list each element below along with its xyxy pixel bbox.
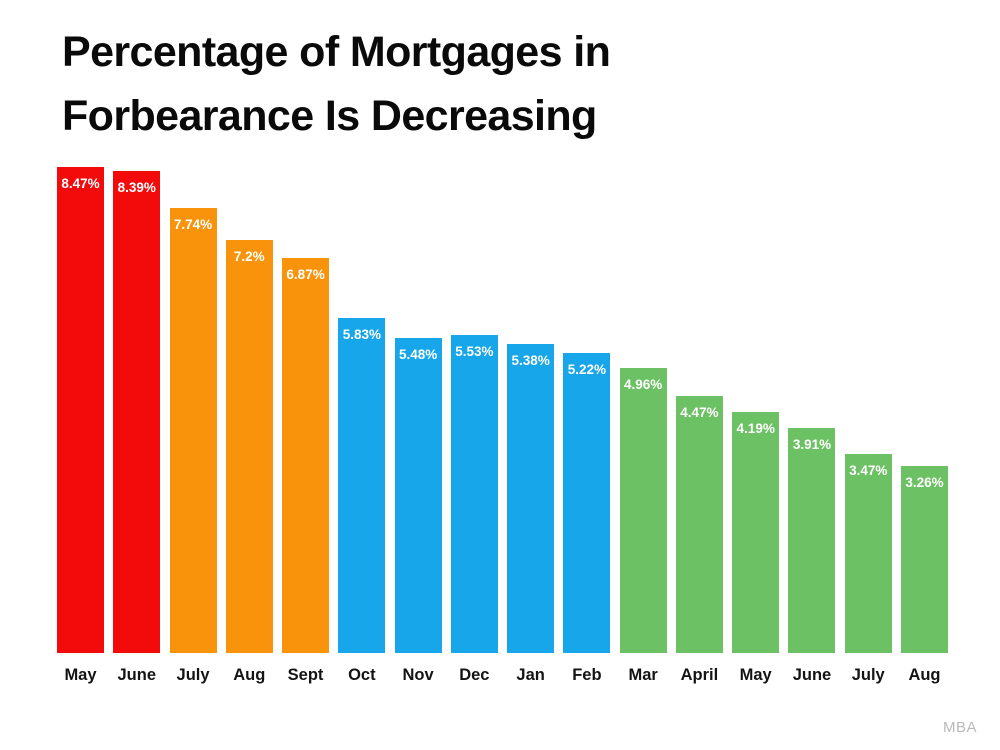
bar-column-15: 3.47% July (844, 166, 892, 684)
bar-oct-6: 5.83% (338, 318, 386, 653)
bar-column-14: 3.91% June (788, 166, 836, 684)
bar-sept-5: 6.87% (282, 258, 330, 653)
bar-may-13: 4.19% (732, 412, 780, 653)
bar-value-label: 5.38% (511, 353, 550, 368)
x-axis-label: July (176, 666, 210, 684)
bar-column-4: 7.2% Aug (225, 166, 273, 684)
bar-value-label: 8.39% (117, 180, 156, 195)
bar-value-label: 5.83% (342, 327, 381, 342)
bar-value-label: 8.47% (61, 176, 100, 191)
bar-value-label: 4.19% (736, 421, 775, 436)
bar-column-3: 7.74% July (169, 166, 217, 684)
chart-title: Percentage of Mortgages in Forbearance I… (62, 20, 611, 148)
bar-april-12: 4.47% (675, 396, 723, 653)
bar-column-11: 4.96% Mar (619, 166, 667, 684)
x-axis-label: Feb (572, 666, 602, 684)
bar-june-2: 8.39% (113, 171, 161, 653)
bar-feb-10: 5.22% (563, 353, 611, 653)
x-axis-label: Sept (287, 666, 324, 684)
bar-column-10: 5.22% Feb (563, 166, 611, 684)
bar-july-15: 3.47% (844, 454, 892, 653)
chart-title-line-1: Percentage of Mortgages in (62, 28, 611, 76)
x-axis-label: Aug (908, 666, 941, 684)
bar-dec-8: 5.53% (450, 335, 498, 653)
bar-jan-9: 5.38% (507, 344, 555, 653)
bar-value-label: 7.74% (173, 217, 213, 232)
bar-june-14: 3.91% (788, 428, 836, 653)
bar-july-3: 7.74% (169, 208, 217, 653)
bar-chart: 8.47% May 8.39% June 7.74% July 7.2% Aug 6.87% Se… (57, 166, 948, 684)
bar-value-label: 5.22% (567, 362, 607, 377)
bar-column-1: 8.47% May (57, 166, 104, 684)
bar-column-9: 5.38% Jan (507, 166, 555, 684)
bar-value-label: 4.47% (680, 405, 719, 420)
bar-column-7: 5.48% Nov (394, 166, 442, 684)
bar-column-16: 3.26% Aug (900, 166, 948, 684)
x-axis-label: Jan (516, 666, 545, 684)
x-axis-label: May (739, 666, 772, 684)
bar-value-label: 3.47% (849, 463, 888, 478)
x-axis-label: Dec (459, 666, 490, 684)
x-axis-label: May (64, 666, 97, 684)
x-axis-label: Oct (348, 666, 376, 684)
x-axis-label: Aug (233, 666, 266, 684)
x-axis-label: Nov (402, 666, 434, 684)
bar-nov-7: 5.48% (394, 338, 442, 653)
bar-aug-16: 3.26% (900, 466, 948, 653)
x-axis-label: June (792, 666, 832, 684)
bar-value-label: 7.2% (233, 249, 265, 264)
source-attribution: MBA (942, 719, 977, 736)
bar-column-5: 6.87% Sept (282, 166, 330, 684)
bar-value-label: 5.48% (398, 347, 438, 362)
bar-column-12: 4.47% April (675, 166, 723, 684)
bar-aug-4: 7.2% (225, 240, 273, 653)
bar-column-13: 4.19% May (732, 166, 780, 684)
bar-column-2: 8.39% June (113, 166, 161, 684)
bar-value-label: 4.96% (624, 377, 663, 392)
bar-value-label: 6.87% (286, 267, 325, 282)
bar-value-label: 3.26% (905, 475, 944, 490)
x-axis-label: June (117, 666, 157, 684)
bar-column-6: 5.83% Oct (338, 166, 386, 684)
bar-may-1: 8.47% (57, 167, 104, 653)
x-axis-label: Mar (628, 666, 658, 684)
bar-value-label: 5.53% (455, 344, 494, 359)
bar-mar-11: 4.96% (619, 368, 667, 653)
chart-title-line-2: Forbearance Is Decreasing (62, 92, 597, 140)
x-axis-label: April (680, 666, 719, 684)
bar-column-8: 5.53% Dec (450, 166, 498, 684)
bar-value-label: 3.91% (792, 437, 832, 452)
x-axis-label: July (851, 666, 885, 684)
